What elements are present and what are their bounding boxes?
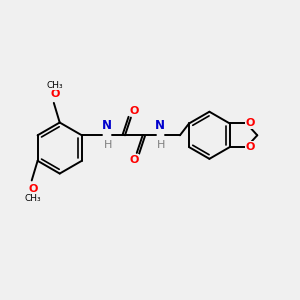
Text: O: O [246,142,255,152]
Text: O: O [28,184,38,194]
Text: O: O [50,89,59,99]
Text: N: N [102,119,112,132]
Text: N: N [155,119,165,132]
Text: O: O [246,118,255,128]
Text: O: O [129,106,139,116]
Text: CH₃: CH₃ [46,81,63,90]
Text: H: H [104,140,112,150]
Text: O: O [129,155,139,165]
Text: CH₃: CH₃ [24,194,41,202]
Text: H: H [157,140,166,150]
